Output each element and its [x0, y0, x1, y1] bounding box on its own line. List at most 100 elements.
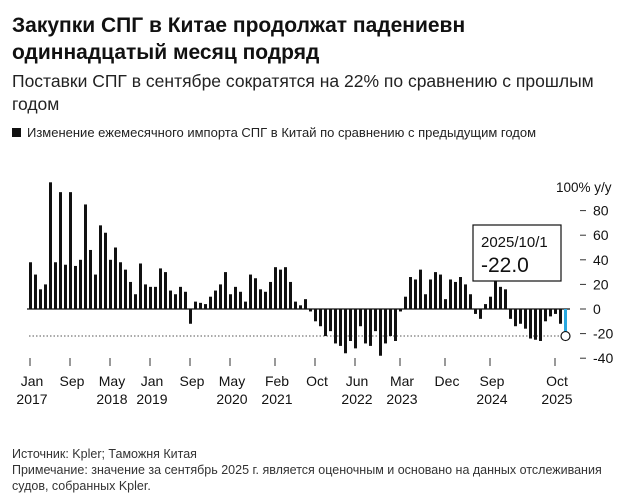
bar — [364, 309, 367, 344]
bar — [289, 281, 292, 309]
bar — [44, 284, 47, 309]
x-tick-year: 2022 — [341, 391, 372, 407]
bar — [429, 279, 432, 309]
bar — [169, 290, 172, 309]
y-tick-label: 80 — [593, 203, 609, 219]
y-axis-unit-label: 100% y/y — [556, 180, 612, 195]
bar — [394, 309, 397, 341]
bar — [554, 309, 557, 314]
bar — [194, 301, 197, 309]
source-note: Источник: Kpler; Таможня Китая — [12, 447, 197, 461]
bar — [459, 277, 462, 309]
bar — [529, 309, 532, 339]
bar — [189, 309, 192, 324]
bar — [519, 309, 522, 324]
bar — [524, 309, 527, 329]
bar — [409, 277, 412, 309]
chart-title: Закупки СПГ в Китае продолжат падениевн … — [12, 14, 466, 64]
bar — [234, 286, 237, 309]
bar — [329, 309, 332, 332]
bar — [404, 296, 407, 309]
bar — [199, 302, 202, 309]
bar — [444, 299, 447, 309]
bar — [309, 309, 312, 312]
bar — [374, 309, 377, 332]
footer: Источник: Kpler; Таможня Китая Примечани… — [12, 446, 622, 494]
bar — [259, 289, 262, 309]
callout-value: -22.0 — [481, 254, 529, 277]
bar — [464, 284, 467, 309]
bar — [34, 274, 37, 309]
bar — [449, 279, 452, 309]
bar — [84, 204, 87, 309]
bar — [184, 291, 187, 309]
bar — [474, 309, 477, 314]
bar — [544, 309, 547, 322]
x-tick-month: Feb — [265, 373, 289, 389]
bar — [129, 281, 132, 309]
x-tick-month: May — [219, 373, 245, 389]
x-tick-year: 2025 — [541, 391, 572, 407]
legend-label: Изменение ежемесячного импорта СПГ в Кит… — [27, 125, 537, 140]
highlight-point — [560, 330, 571, 342]
bar — [134, 294, 137, 309]
bar — [319, 309, 322, 327]
x-tick-year: 2018 — [96, 391, 127, 407]
bar — [434, 272, 437, 309]
bar — [399, 309, 402, 312]
bar — [514, 309, 517, 327]
bar — [479, 309, 482, 319]
x-tick-year: 2017 — [16, 391, 47, 407]
bar — [54, 262, 57, 309]
bar — [499, 286, 502, 309]
y-tick-label: -40 — [593, 350, 613, 366]
bar — [119, 262, 122, 309]
y-tick-label: 0 — [593, 301, 601, 317]
bar — [384, 309, 387, 344]
bar — [284, 267, 287, 309]
bar — [454, 281, 457, 309]
bar — [539, 309, 542, 341]
x-tick-month: Jun — [346, 373, 369, 389]
bar — [279, 269, 282, 309]
x-tick-month: Sep — [480, 373, 505, 389]
bar — [94, 274, 97, 309]
bar — [349, 309, 352, 341]
bar — [509, 309, 512, 319]
chart-subtitle: Поставки СПГ в сентябре сократятся на 22… — [12, 71, 594, 114]
bar — [369, 309, 372, 346]
bar — [59, 192, 62, 309]
bar — [249, 274, 252, 309]
bar — [109, 259, 112, 309]
y-tick-label: 20 — [593, 276, 609, 292]
footnote: Примечание: значение за сентябрь 2025 г.… — [12, 463, 602, 493]
bar — [324, 309, 327, 337]
bar — [389, 309, 392, 337]
bar — [154, 286, 157, 309]
x-tick-month: Mar — [390, 373, 414, 389]
bar — [39, 289, 42, 309]
x-tick-year: 2023 — [386, 391, 417, 407]
bar — [239, 291, 242, 309]
callout-box — [472, 224, 562, 282]
bar — [344, 309, 347, 354]
bar — [379, 309, 382, 356]
x-tick-year: 2024 — [476, 391, 507, 407]
bar — [484, 304, 487, 309]
bar — [254, 278, 257, 309]
bar — [29, 262, 32, 309]
bar — [274, 267, 277, 309]
bar — [304, 299, 307, 309]
bar — [179, 286, 182, 309]
bar — [294, 301, 297, 309]
bar — [469, 294, 472, 309]
bar — [149, 286, 152, 309]
bar — [204, 304, 207, 309]
x-tick-month: Oct — [546, 373, 568, 389]
x-tick-year: 2020 — [216, 391, 247, 407]
bar — [229, 294, 232, 309]
x-tick-month: Dec — [435, 373, 460, 389]
bar — [49, 182, 52, 309]
bar — [89, 249, 92, 309]
x-tick-month: Sep — [180, 373, 205, 389]
